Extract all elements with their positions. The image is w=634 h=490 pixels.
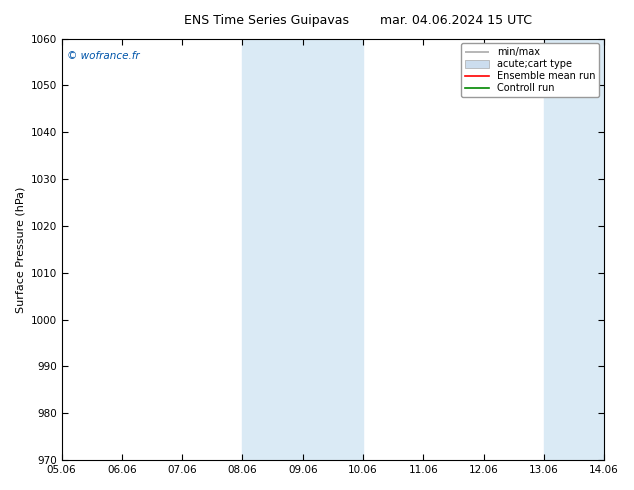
- Y-axis label: Surface Pressure (hPa): Surface Pressure (hPa): [15, 186, 25, 313]
- Legend: min/max, acute;cart type, Ensemble mean run, Controll run: min/max, acute;cart type, Ensemble mean …: [461, 44, 599, 97]
- Bar: [242, 39, 363, 460]
- Bar: [544, 39, 604, 460]
- Text: ENS Time Series Guipavas: ENS Time Series Guipavas: [184, 14, 349, 27]
- Text: © wofrance.fr: © wofrance.fr: [67, 51, 139, 61]
- Text: mar. 04.06.2024 15 UTC: mar. 04.06.2024 15 UTC: [380, 14, 533, 27]
